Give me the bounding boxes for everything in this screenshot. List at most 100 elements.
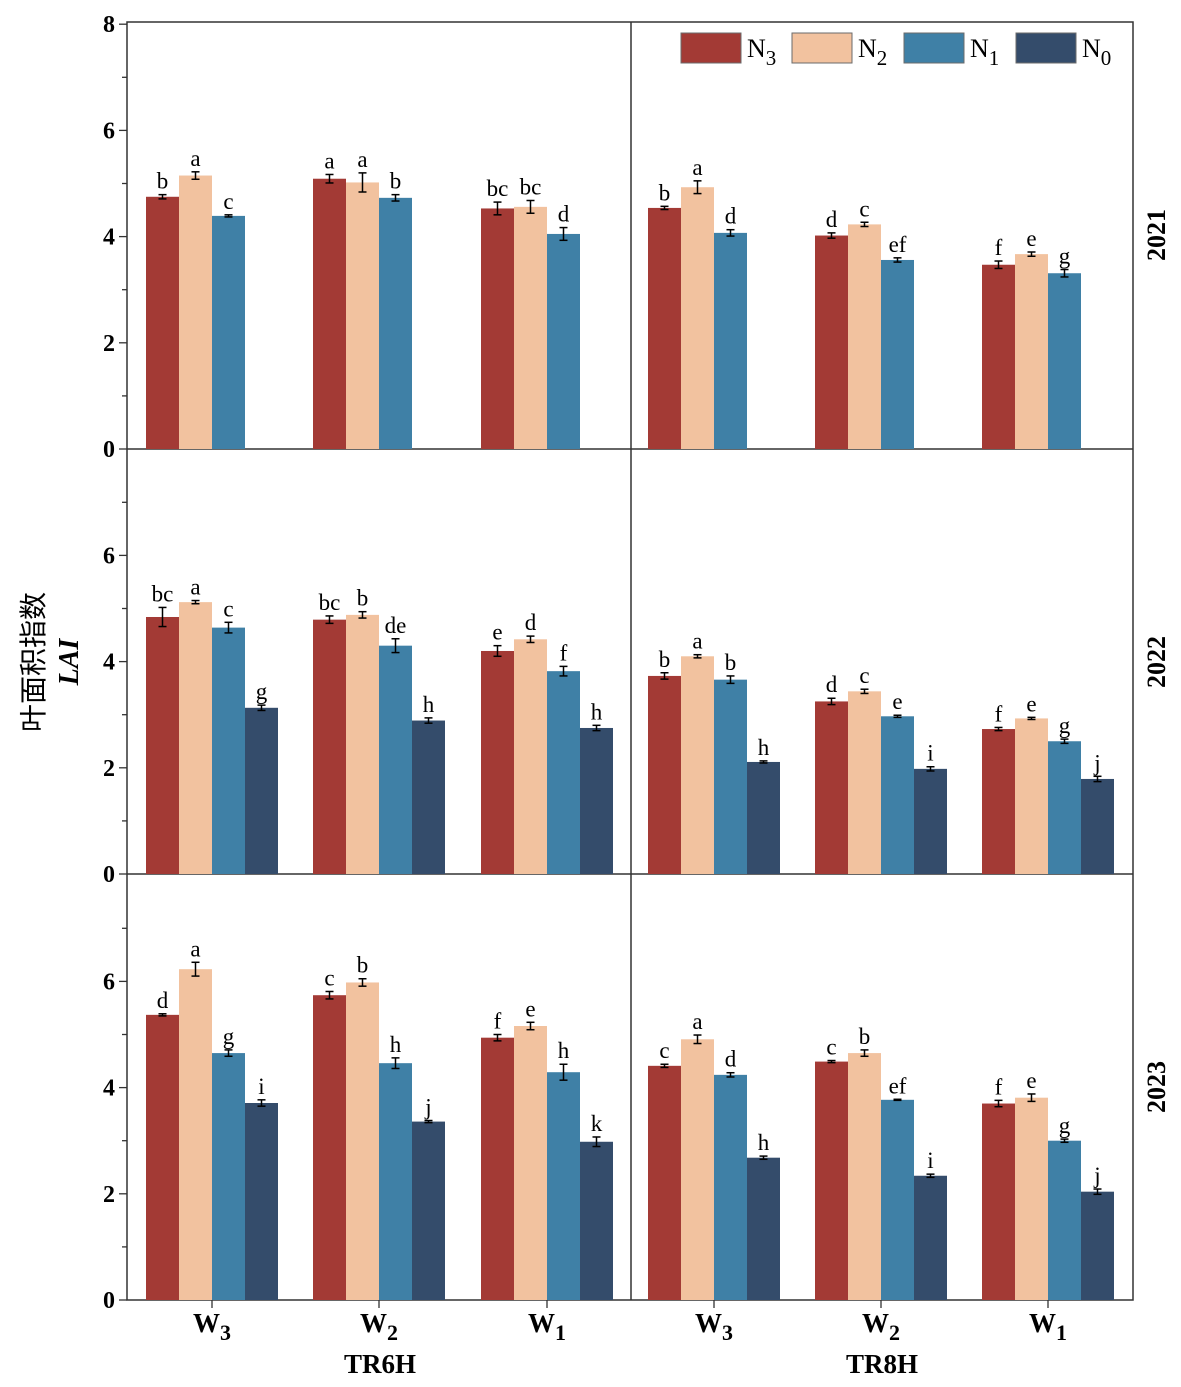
bar-n3: [481, 650, 514, 874]
significance-label: d: [826, 207, 838, 232]
significance-label: h: [423, 692, 435, 717]
year-label: 2022: [1142, 636, 1171, 688]
bar-n3: [815, 1061, 848, 1300]
bar-n3: [313, 178, 346, 449]
significance-label: b: [859, 1024, 871, 1049]
legend-swatch-n0: [1015, 32, 1077, 64]
significance-label: d: [558, 202, 570, 227]
significance-label: a: [692, 1009, 702, 1034]
significance-label: d: [725, 204, 737, 229]
bar-n1: [379, 197, 412, 449]
bar-n1: [212, 215, 245, 449]
legend-label-n2: N2: [858, 34, 887, 70]
bar-n1: [547, 233, 580, 449]
legend-label-n3: N3: [747, 34, 776, 70]
bar-n3: [982, 729, 1015, 874]
bar-n1: [1048, 273, 1081, 449]
bar-n0: [914, 768, 947, 874]
x-tick-label: W2: [862, 1308, 900, 1345]
significance-label: h: [390, 1032, 402, 1057]
y-axis-title-lai: LAI: [54, 638, 85, 687]
significance-label: d: [725, 1047, 737, 1072]
y-tick-label: 4: [103, 650, 115, 676]
legend-label-n0: N0: [1082, 34, 1111, 70]
bar-n0: [1081, 778, 1114, 874]
significance-label: bc: [152, 581, 174, 606]
significance-label: de: [385, 613, 407, 638]
significance-label: a: [357, 147, 367, 172]
bar-n3: [982, 1103, 1015, 1300]
bar-n0: [747, 1157, 780, 1300]
bar-n3: [313, 619, 346, 874]
significance-label: e: [1026, 691, 1036, 716]
y-axis-title-cn: 叶面积指数: [18, 592, 50, 732]
bar-n2: [179, 602, 212, 874]
bar-n0: [245, 1102, 278, 1300]
x-tick-label: W3: [695, 1308, 733, 1345]
significance-label: g: [223, 1024, 235, 1049]
significance-label: a: [324, 148, 334, 173]
y-tick-label: 4: [103, 1076, 115, 1102]
bar-n1: [881, 716, 914, 874]
bar-n0: [412, 1121, 445, 1300]
significance-label: i: [258, 1074, 264, 1099]
significance-label: e: [525, 996, 535, 1021]
bar-n0: [1081, 1191, 1114, 1300]
bar-n3: [648, 207, 681, 449]
year-label: 2023: [1142, 1061, 1171, 1113]
y-tick-label: 0: [103, 1288, 115, 1314]
significance-label: c: [223, 596, 233, 621]
y-tick-label: 6: [103, 543, 115, 569]
significance-label: j: [1093, 750, 1100, 775]
x-tick-label: W3: [193, 1308, 231, 1345]
bar-n3: [481, 208, 514, 449]
bar-n1: [1048, 741, 1081, 874]
significance-label: h: [758, 735, 770, 760]
treatment-label: TR6H: [344, 1349, 416, 1379]
significance-label: e: [1026, 1068, 1036, 1093]
bar-n2: [514, 206, 547, 449]
significance-label: a: [190, 575, 200, 600]
significance-label: j: [424, 1095, 431, 1120]
bar-n3: [146, 1014, 179, 1300]
bar-n3: [648, 1065, 681, 1300]
significance-label: bc: [487, 176, 509, 201]
significance-label: f: [995, 235, 1003, 260]
significance-label: c: [223, 189, 233, 214]
bar-n2: [514, 639, 547, 874]
significance-label: j: [1093, 1163, 1100, 1188]
bar-n1: [547, 671, 580, 874]
bar-n2: [681, 187, 714, 450]
significance-label: bc: [319, 590, 341, 615]
bar-n0: [747, 761, 780, 874]
bar-n3: [313, 995, 346, 1300]
year-label: 2021: [1142, 209, 1171, 261]
significance-label: i: [927, 1148, 933, 1173]
bar-n2: [1015, 1097, 1048, 1300]
bar-n2: [179, 969, 212, 1300]
bar-n2: [514, 1026, 547, 1300]
bar-n2: [848, 691, 881, 874]
bar-n2: [1015, 718, 1048, 874]
significance-label: b: [659, 180, 671, 205]
bar-n0: [245, 707, 278, 874]
y-tick-label: 6: [103, 969, 115, 995]
bar-n3: [982, 264, 1015, 449]
significance-label: e: [492, 620, 502, 645]
legend-swatch-n3: [680, 32, 742, 64]
significance-label: ef: [889, 1073, 907, 1098]
significance-label: g: [1059, 244, 1071, 269]
x-tick-label: W1: [528, 1308, 566, 1345]
significance-label: e: [1026, 226, 1036, 251]
significance-label: h: [591, 699, 603, 724]
bar-n3: [648, 675, 681, 874]
bar-n2: [346, 614, 379, 874]
significance-label: a: [190, 936, 200, 961]
significance-label: d: [157, 988, 169, 1013]
significance-label: b: [157, 169, 169, 194]
bar-n3: [815, 235, 848, 449]
legend-swatch-n1: [903, 32, 965, 64]
bar-n2: [681, 656, 714, 874]
